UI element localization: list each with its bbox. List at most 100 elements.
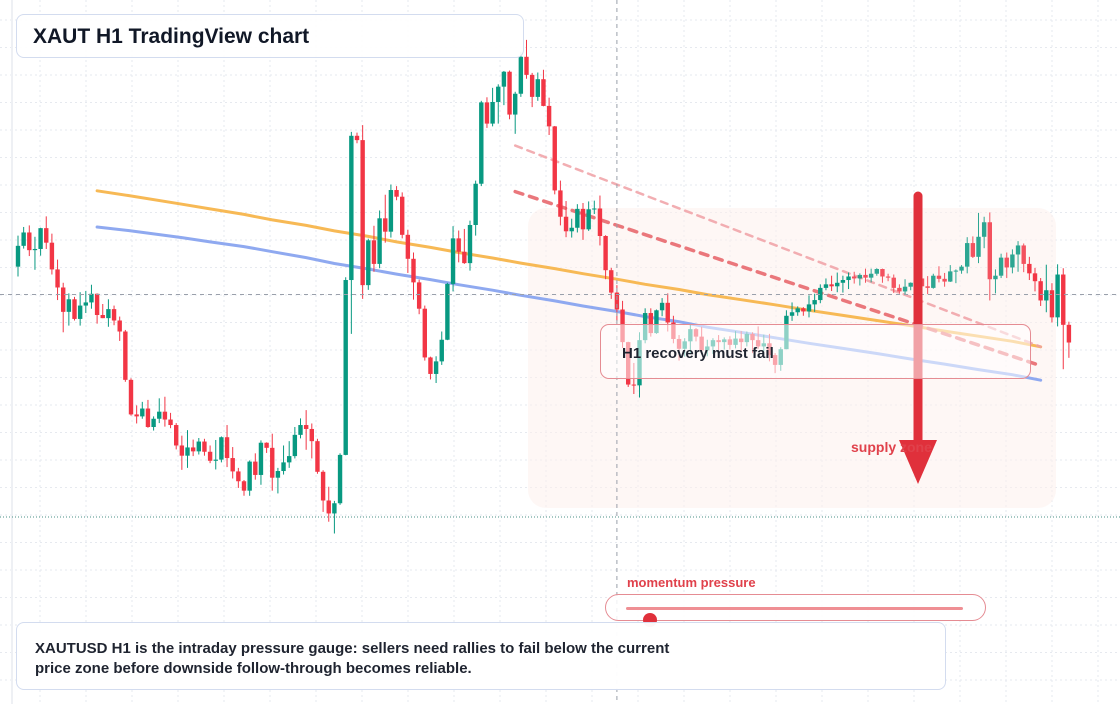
candle-body [100, 314, 105, 319]
candle-body [868, 273, 874, 278]
candle [586, 201, 591, 231]
candle-body [264, 442, 269, 448]
candle [49, 233, 55, 275]
candle-body [354, 135, 360, 141]
candle [1032, 267, 1038, 292]
candle-body [422, 308, 427, 358]
candle [524, 39, 529, 79]
candle-body [123, 331, 128, 380]
candle-body [106, 309, 111, 319]
candle [891, 274, 896, 293]
candle [1004, 252, 1009, 279]
candle-body [219, 437, 224, 460]
candle-body [400, 196, 405, 235]
candle-body [315, 441, 320, 472]
candle-body [94, 293, 100, 315]
candle [908, 282, 913, 291]
candle-body [902, 286, 908, 292]
candle-body [174, 425, 179, 446]
candle-body [659, 302, 665, 311]
candle [405, 229, 411, 273]
candle [343, 277, 348, 456]
candle-body [818, 287, 823, 301]
candle [931, 273, 936, 289]
candle-body [524, 56, 529, 75]
candle [337, 453, 343, 505]
candle [174, 423, 179, 450]
candle [383, 194, 388, 243]
candle [445, 282, 450, 341]
candle-body [439, 339, 444, 362]
candle-body [835, 282, 840, 287]
candle-body [631, 384, 637, 386]
candle-body [326, 500, 331, 514]
candle-body [185, 447, 190, 456]
candle-body [303, 425, 309, 429]
candle [789, 302, 795, 321]
candle [83, 291, 88, 314]
candle-body [874, 269, 879, 274]
candle [315, 438, 320, 474]
candle [473, 180, 478, 236]
candle-body [614, 292, 620, 310]
candle [479, 100, 484, 187]
candle-body [343, 280, 348, 455]
candle [371, 225, 377, 272]
candle-body [592, 208, 597, 210]
candle-body [840, 280, 846, 283]
candle-body [162, 411, 168, 420]
candle [1015, 241, 1021, 272]
candle [157, 398, 162, 424]
candle [298, 418, 303, 439]
candle-body [287, 456, 292, 463]
candle-body [479, 102, 484, 184]
candle [552, 125, 557, 195]
candle-body [77, 305, 83, 319]
candle-body [948, 271, 953, 282]
candle-body [456, 238, 461, 252]
candle-body [236, 471, 241, 482]
candle [275, 467, 281, 494]
candle-body [292, 434, 298, 457]
candle-body [484, 102, 490, 124]
candle-body [473, 183, 478, 226]
candle-body [806, 304, 812, 312]
candle-body [377, 218, 382, 264]
candle [818, 284, 823, 304]
candle-body [1032, 273, 1038, 282]
candle [874, 268, 879, 276]
candle [360, 125, 365, 299]
candle [354, 132, 360, 144]
candle-body [168, 419, 173, 426]
candle-body [230, 458, 235, 472]
candle [513, 91, 518, 134]
down-arrow-icon [899, 191, 937, 484]
candle-body [190, 447, 196, 452]
candle-body [309, 428, 314, 442]
candle-body [27, 232, 32, 251]
candle-body [1049, 290, 1055, 318]
candle [496, 84, 501, 124]
candle-body [823, 284, 829, 288]
candle [806, 295, 812, 318]
candle-body [970, 243, 976, 257]
candle [230, 447, 235, 479]
candle [219, 436, 224, 463]
candle-body [44, 228, 49, 243]
candle-body [337, 454, 343, 504]
candle [812, 293, 817, 312]
candle-body [55, 269, 60, 288]
candle [66, 293, 72, 326]
candle-body [72, 299, 77, 319]
candle-body [885, 276, 891, 278]
candle [416, 279, 422, 315]
candle-body [1044, 290, 1049, 301]
candle-body [931, 275, 936, 288]
candle [1066, 321, 1072, 358]
candle-body [942, 278, 947, 282]
candle-body [145, 408, 151, 428]
candle [332, 500, 337, 534]
candle [1038, 278, 1043, 306]
candle-body [61, 287, 66, 312]
